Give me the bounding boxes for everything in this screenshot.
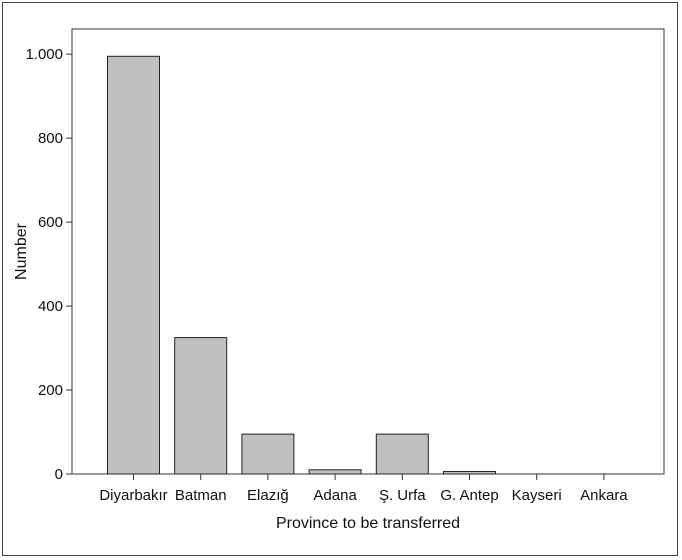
x-axis: Diyarbakır Batman Elazığ Adana Ş. Urfa G. Ant… — [99, 474, 628, 504]
x-tick-label: Diyarbakır — [99, 487, 167, 504]
bars — [107, 55, 496, 475]
x-tick-label: Elazığ — [247, 487, 289, 504]
bar-1 — [174, 337, 228, 475]
y-tick-label: 200 — [38, 382, 63, 399]
bar-3 — [308, 469, 362, 475]
x-tick-label: G. Antep — [440, 487, 498, 504]
y-tick-label: 1.000 — [25, 46, 63, 63]
bar-2 — [241, 433, 295, 475]
bar-0 — [107, 55, 160, 475]
x-tick-label: Kayseri — [512, 487, 562, 504]
x-tick-label: Ş. Urfa — [379, 487, 426, 504]
x-tick-label: Adana — [313, 487, 357, 504]
y-tick-label: 800 — [38, 130, 63, 147]
y-axis: 0 200 400 600 800 1.000 — [25, 46, 72, 483]
y-tick-label: 400 — [38, 298, 63, 315]
y-tick-label: 600 — [38, 214, 63, 231]
plot-area — [71, 28, 665, 475]
x-axis-title: Province to be transferred — [276, 515, 460, 532]
bar-5 — [443, 470, 496, 475]
bar-4 — [375, 433, 429, 475]
x-tick-label: Ankara — [580, 487, 628, 504]
y-tick-label: 0 — [55, 466, 63, 483]
x-tick-label: Batman — [175, 487, 227, 504]
y-axis-title: Number — [13, 222, 30, 280]
